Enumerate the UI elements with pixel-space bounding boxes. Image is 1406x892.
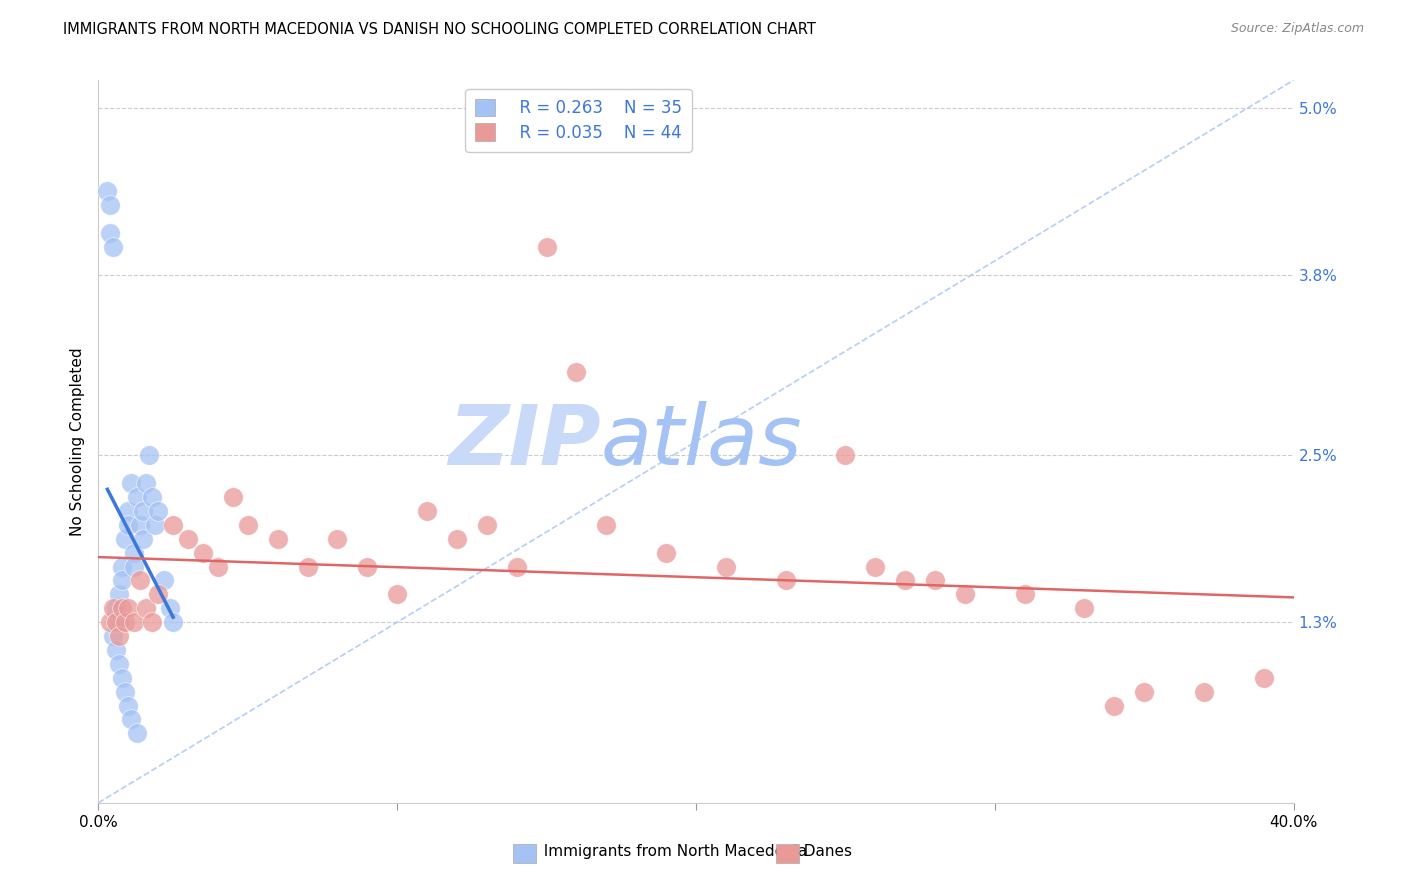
Point <box>103 629 125 643</box>
Point <box>143 517 166 532</box>
Point <box>108 629 131 643</box>
Point <box>141 615 163 630</box>
Legend:   R = 0.263    N = 35,   R = 0.035    N = 44: R = 0.263 N = 35, R = 0.035 N = 44 <box>465 88 692 152</box>
Point <box>1104 698 1126 713</box>
Point <box>135 476 157 491</box>
Point <box>98 226 122 240</box>
Point <box>148 587 170 601</box>
Point <box>153 574 176 588</box>
Point <box>98 198 122 212</box>
Point <box>117 601 139 615</box>
Point <box>103 601 125 615</box>
Text: atlas: atlas <box>600 401 801 482</box>
Y-axis label: No Schooling Completed: No Schooling Completed <box>69 347 84 536</box>
Point <box>111 574 134 588</box>
Point <box>475 517 498 532</box>
Point <box>120 713 142 727</box>
Point <box>105 601 128 615</box>
Point <box>446 532 468 546</box>
Point <box>356 559 378 574</box>
Point <box>124 615 146 630</box>
Point <box>177 532 200 546</box>
Point <box>111 559 134 574</box>
Point <box>117 504 139 518</box>
Text: Source: ZipAtlas.com: Source: ZipAtlas.com <box>1230 22 1364 36</box>
Point <box>127 490 149 504</box>
Point <box>655 546 678 560</box>
Point <box>117 517 139 532</box>
Point <box>127 726 149 740</box>
Point <box>108 657 131 671</box>
Point <box>222 490 245 504</box>
Point <box>111 671 134 685</box>
Text: Immigrants from North Macedonia: Immigrants from North Macedonia <box>534 845 807 859</box>
Point <box>159 601 181 615</box>
Text: ZIP: ZIP <box>447 401 600 482</box>
Point <box>117 698 139 713</box>
Point <box>105 615 128 630</box>
Point <box>111 601 134 615</box>
Text: Danes: Danes <box>794 845 852 859</box>
Point <box>120 476 142 491</box>
Point <box>108 615 131 630</box>
Point <box>138 449 160 463</box>
Point <box>924 574 946 588</box>
Point <box>595 517 617 532</box>
Point <box>416 504 439 518</box>
Point <box>129 517 152 532</box>
Point <box>1192 684 1215 698</box>
Point <box>103 240 125 254</box>
Point <box>105 643 128 657</box>
Point <box>1014 587 1036 601</box>
Point <box>267 532 290 546</box>
Point <box>953 587 976 601</box>
Point <box>162 615 184 630</box>
Point <box>98 615 122 630</box>
Point <box>894 574 917 588</box>
Point <box>565 365 588 379</box>
Point <box>148 504 170 518</box>
Point <box>207 559 229 574</box>
Point <box>1073 601 1095 615</box>
Point <box>114 532 136 546</box>
Point <box>114 615 136 630</box>
Point <box>506 559 529 574</box>
Point <box>714 559 737 574</box>
Point <box>297 559 319 574</box>
Point <box>132 504 155 518</box>
Point <box>135 601 157 615</box>
Point <box>129 574 152 588</box>
Text: IMMIGRANTS FROM NORTH MACEDONIA VS DANISH NO SCHOOLING COMPLETED CORRELATION CHA: IMMIGRANTS FROM NORTH MACEDONIA VS DANIS… <box>63 22 815 37</box>
Point <box>191 546 214 560</box>
Point <box>132 532 155 546</box>
Point <box>775 574 797 588</box>
Point <box>124 559 146 574</box>
Point <box>865 559 887 574</box>
Point <box>1253 671 1275 685</box>
Point <box>536 240 558 254</box>
Point <box>141 490 163 504</box>
Point <box>834 449 856 463</box>
Point <box>385 587 409 601</box>
Point <box>96 185 118 199</box>
Point <box>108 587 131 601</box>
Point <box>326 532 349 546</box>
Point <box>124 546 146 560</box>
Point <box>162 517 184 532</box>
Point <box>1133 684 1156 698</box>
Point <box>236 517 259 532</box>
Point <box>114 684 136 698</box>
